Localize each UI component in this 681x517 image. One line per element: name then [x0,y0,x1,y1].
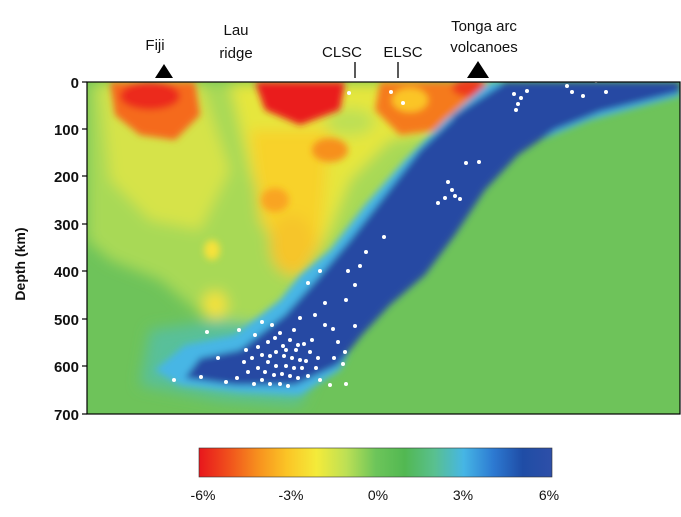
depth-tick-100: 100 [54,122,79,139]
label-tonga-line2: volcanoes [450,39,518,56]
section-frame [86,81,681,415]
depth-tick-labels: 0 100 200 300 400 500 600 700 [54,75,79,424]
velocity-anomaly-section [87,82,680,414]
tonga-volcano-marker-icon [467,61,489,78]
label-tonga-line1: Tonga arc [451,18,517,35]
depth-axis-title: Depth (km) [12,227,28,300]
colorbar-tick-6: 6% [539,487,559,503]
depth-tick-700: 700 [54,407,79,424]
depth-tick-600: 600 [54,359,79,376]
surface-markers [155,61,489,78]
colorbar-tick-labels: -6% -3% 0% 3% 6% [191,487,560,503]
label-elsc: ELSC [383,44,422,61]
colorbar-tick-minus3: -3% [279,487,304,503]
colorbar-tick-minus6: -6% [191,487,216,503]
label-fiji: Fiji [145,37,164,54]
colorbar-ramp [199,448,552,477]
fiji-marker-icon [155,64,173,78]
depth-axis-ticks [82,81,87,415]
depth-tick-200: 200 [54,169,79,186]
earthquake-hypocenters [172,79,608,388]
colorbar-tick-0: 0% [368,487,388,503]
label-clsc: CLSC [322,44,362,61]
depth-tick-500: 500 [54,312,79,329]
label-lau-line1: Lau [223,22,248,39]
depth-tick-0: 0 [71,75,79,92]
colorbar-tick-3: 3% [453,487,473,503]
depth-tick-300: 300 [54,217,79,234]
surface-labels: Fiji Lau ridge CLSC ELSC Tonga arc volca… [145,18,517,62]
colorbar [198,447,553,478]
depth-tick-400: 400 [54,264,79,281]
label-lau-line2: ridge [219,45,252,62]
